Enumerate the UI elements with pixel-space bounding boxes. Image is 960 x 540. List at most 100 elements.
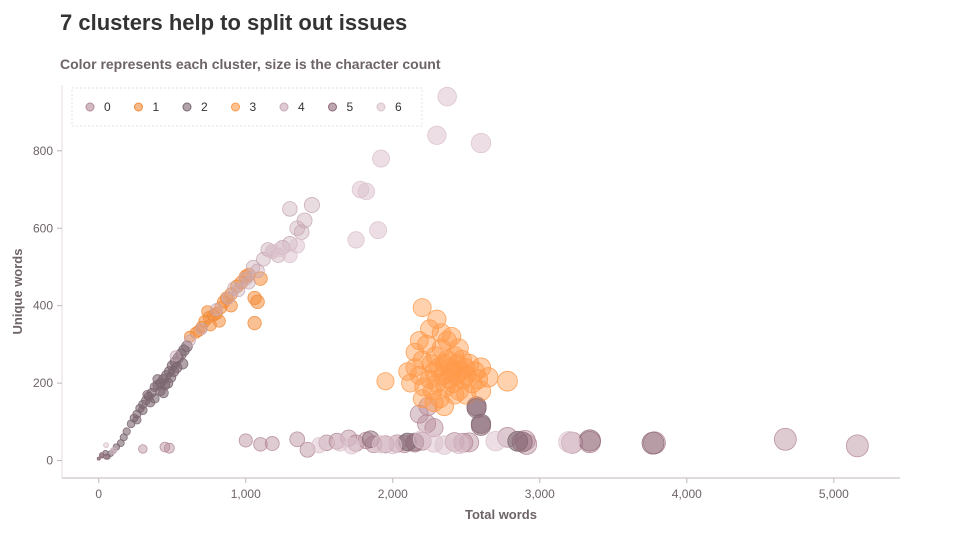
axes: 0 1,000 2,000 3,000 4,000 5,000 0 200 400 600 800: [33, 85, 900, 501]
data-point: [444, 384, 465, 405]
series-4: [169, 197, 320, 362]
x-tick-label: 3,000: [525, 487, 555, 501]
legend-item-1[interactable]: 1: [134, 100, 160, 114]
data-point: [347, 231, 365, 249]
data-point: [470, 132, 492, 154]
legend-swatch: [231, 102, 240, 112]
legend-item-3[interactable]: 3: [231, 100, 257, 114]
data-point: [412, 429, 432, 449]
data-point: [372, 435, 390, 454]
data-point: [431, 323, 451, 343]
data-point: [478, 367, 499, 388]
data-point: [221, 291, 235, 305]
data-point: [176, 358, 189, 370]
x-tick-label: 0: [95, 487, 102, 501]
data-point: [250, 294, 265, 310]
legend-item-0[interactable]: 0: [85, 100, 111, 114]
legend-item-5[interactable]: 5: [328, 100, 354, 114]
data-points: [96, 86, 869, 461]
data-point: [311, 436, 328, 454]
data-point: [412, 298, 432, 318]
data-point: [511, 431, 533, 453]
data-point: [462, 373, 483, 394]
legend-swatch: [85, 102, 95, 112]
legend-label: 5: [347, 100, 354, 114]
data-point: [641, 431, 665, 455]
chart-subtitle: Color represents each cluster, size is t…: [60, 56, 441, 72]
legend-swatch: [328, 102, 337, 112]
data-point: [372, 149, 390, 168]
data-point: [282, 201, 298, 217]
data-point: [497, 370, 518, 392]
data-point: [296, 212, 313, 229]
x-tick-label: 1,000: [231, 487, 261, 501]
legend-item-2[interactable]: 2: [182, 100, 208, 114]
data-point: [184, 334, 196, 347]
data-point: [465, 361, 486, 382]
y-tick-label: 600: [33, 221, 53, 235]
data-point: [437, 86, 457, 107]
legend-item-6[interactable]: 6: [376, 100, 402, 114]
legend-swatch: [134, 102, 143, 112]
y-axis-title: Unique words: [10, 249, 25, 335]
series-5: [96, 398, 665, 461]
legend-label: 6: [395, 100, 402, 114]
data-point: [247, 316, 262, 331]
data-point: [165, 371, 177, 383]
data-point: [289, 237, 306, 254]
data-point: [418, 396, 438, 416]
data-point: [845, 434, 869, 458]
data-point: [303, 197, 320, 214]
data-point: [437, 330, 457, 351]
data-point: [109, 447, 117, 455]
data-point: [169, 350, 181, 362]
y-tick-label: 800: [33, 144, 53, 158]
data-point: [195, 322, 208, 336]
legend-label: 4: [298, 100, 305, 114]
data-point: [159, 379, 171, 391]
legend-label: 3: [250, 100, 257, 114]
data-point: [159, 441, 171, 453]
data-point: [369, 221, 387, 240]
data-point: [424, 392, 444, 412]
data-point: [96, 456, 101, 461]
data-point: [398, 362, 417, 381]
data-point: [401, 373, 420, 393]
legend-item-4[interactable]: 4: [279, 100, 305, 114]
data-point: [103, 453, 110, 460]
data-point: [103, 442, 110, 449]
data-point: [409, 331, 429, 350]
data-point: [434, 396, 454, 417]
y-tick-label: 0: [46, 454, 53, 468]
y-tick-label: 400: [33, 299, 53, 313]
data-point: [468, 369, 489, 390]
legend-swatch: [376, 102, 386, 112]
data-point: [412, 389, 432, 409]
series-0: [138, 396, 869, 458]
data-point: [224, 298, 238, 313]
series-6: [103, 86, 581, 455]
legend-label: 1: [153, 100, 160, 114]
legend-label: 2: [201, 100, 208, 114]
data-point: [449, 338, 469, 359]
legend-swatch: [182, 102, 192, 112]
data-point: [343, 437, 361, 455]
series-3: [376, 298, 518, 417]
legend: 0 1 2 3 4 5 6: [71, 87, 423, 127]
data-point: [181, 340, 193, 353]
x-tick-label: 5,000: [819, 487, 849, 501]
data-point: [357, 182, 376, 201]
data-point: [122, 427, 131, 436]
data-point: [376, 372, 395, 391]
data-point: [152, 374, 163, 385]
data-point: [142, 389, 153, 400]
data-point: [246, 259, 261, 275]
data-point: [238, 433, 253, 448]
data-point: [132, 415, 142, 425]
data-point: [578, 429, 601, 452]
data-point: [558, 430, 581, 453]
x-axis-title: Total words: [465, 507, 537, 522]
y-tick-label: 200: [33, 376, 53, 390]
data-point: [485, 431, 506, 452]
